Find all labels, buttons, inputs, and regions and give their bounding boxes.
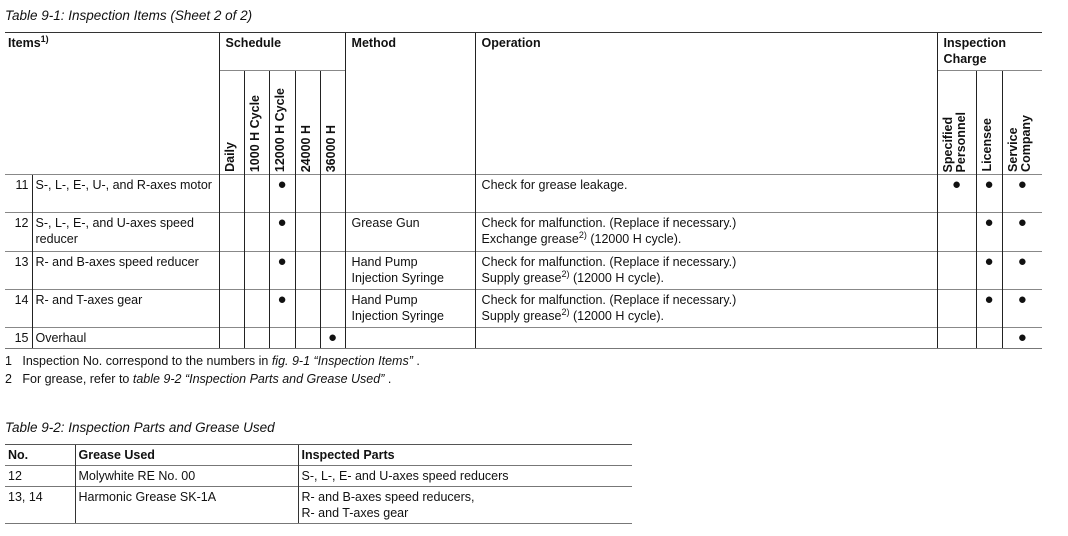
grease-table-cell: 12	[5, 465, 75, 487]
schedule-mark	[294, 289, 321, 328]
item-name: S-, L-, E-, U-, and R-axes motor	[31, 174, 220, 213]
operation: Check for malfunction. (Replace if neces…	[474, 251, 938, 290]
charge-mark	[936, 289, 977, 328]
schedule-mark	[319, 174, 346, 213]
operation: Check for malfunction. (Replace if neces…	[474, 212, 938, 252]
item-name: Overhaul	[31, 327, 220, 349]
charge-mark: ●	[1001, 327, 1043, 349]
grease-table-header: Inspected Parts	[297, 444, 632, 466]
header-charge-col: Service Company	[1001, 70, 1043, 175]
grease-table-header: No.	[5, 444, 75, 466]
grease-table-cell: 13, 14	[5, 486, 75, 524]
schedule-mark	[218, 289, 245, 328]
charge-mark: ●	[975, 289, 1003, 328]
charge-mark: ●	[975, 212, 1003, 252]
schedule-mark	[319, 251, 346, 290]
charge-mark	[936, 212, 977, 252]
header-inspection-charge: Inspection Charge	[936, 32, 1043, 71]
charge-mark: ●	[1001, 212, 1043, 252]
charge-mark	[975, 327, 1003, 349]
schedule-mark	[243, 212, 270, 252]
grease-table: No. Grease Used Inspected Parts 12 Molywhite…	[5, 444, 632, 524]
grease-table-cell: Molywhite RE No. 00	[74, 465, 298, 487]
item-name: S-, L-, E-, and U-axes speed reducer	[31, 212, 220, 252]
operation: Check for grease leakage.	[474, 174, 938, 213]
footnote: 2 For grease, refer to table 9-2 “Inspec…	[5, 372, 392, 386]
header-charge-col: Licensee	[975, 70, 1003, 175]
schedule-mark	[294, 327, 321, 349]
schedule-mark: ●	[268, 251, 296, 290]
footnote-reference[interactable]: fig. 9-1 “Inspection Items”	[271, 354, 413, 368]
method	[344, 174, 476, 213]
grease-table-cell: S-, L-, E- and U-axes speed reducers	[297, 465, 632, 487]
inspection-items-table: Items1) Schedule Method Operation Inspec…	[5, 32, 1043, 349]
table-row: 13, 14 Harmonic Grease SK-1A R- and B-axes…	[5, 486, 632, 524]
table-row: 14 R- and T-axes gear ● Hand Pump Injectio…	[5, 289, 1043, 328]
method: Hand Pump Injection Syringe	[344, 289, 476, 328]
schedule-mark	[243, 251, 270, 290]
header-charge-col: Specified Personnel	[936, 70, 977, 175]
schedule-mark: ●	[268, 174, 296, 213]
footnote-reference[interactable]: table 9-2 “Inspection Parts and Grease U…	[132, 372, 385, 386]
header-method: Method	[344, 32, 476, 175]
charge-mark: ●	[1001, 251, 1043, 290]
operation	[474, 327, 938, 349]
schedule-mark	[218, 212, 245, 252]
charge-mark	[936, 327, 977, 349]
schedule-mark	[218, 327, 245, 349]
charge-mark: ●	[1001, 289, 1043, 328]
header-items: Items1)	[5, 32, 220, 175]
item-number: 11	[5, 174, 32, 213]
schedule-mark	[294, 212, 321, 252]
header-schedule: Schedule	[218, 32, 346, 71]
header-schedule-col: Daily	[218, 70, 245, 175]
grease-table-cell: Harmonic Grease SK-1A	[74, 486, 298, 524]
schedule-mark	[243, 289, 270, 328]
footnote: 1 Inspection No. correspond to the numbe…	[5, 354, 420, 368]
charge-mark: ●	[975, 174, 1003, 213]
charge-mark: ●	[975, 251, 1003, 290]
schedule-mark	[294, 251, 321, 290]
header-schedule-col: 1000 H Cycle	[243, 70, 270, 175]
table-row: 12 S-, L-, E-, and U-axes speed reducer ●…	[5, 212, 1043, 252]
schedule-mark: ●	[268, 289, 296, 328]
schedule-mark	[218, 174, 245, 213]
table-row: 11 S-, L-, E-, U-, and R-axes motor ● Che…	[5, 174, 1043, 213]
item-name: R- and T-axes gear	[31, 289, 220, 328]
charge-mark: ●	[1001, 174, 1043, 213]
table-row: 13 R- and B-axes speed reducer ● Hand Pump…	[5, 251, 1043, 290]
table1-caption: Table 9-1: Inspection Items (Sheet 2 of …	[5, 8, 253, 23]
schedule-mark	[268, 327, 296, 349]
table-row: 15 Overhaul ● ●	[5, 327, 1043, 349]
table2-caption: Table 9-2: Inspection Parts and Grease U…	[5, 420, 275, 435]
item-number: 15	[5, 327, 32, 349]
item-number: 12	[5, 212, 32, 252]
grease-table-header: Grease Used	[74, 444, 298, 466]
operation: Check for malfunction. (Replace if neces…	[474, 289, 938, 328]
grease-table-cell: R- and B-axes speed reducers, R- and T-a…	[297, 486, 632, 524]
schedule-mark	[294, 174, 321, 213]
charge-mark: ●	[936, 174, 977, 213]
schedule-mark: ●	[268, 212, 296, 252]
header-operation: Operation	[474, 32, 938, 175]
header-schedule-col: 36000 H	[319, 70, 346, 175]
item-number: 13	[5, 251, 32, 290]
schedule-mark	[319, 212, 346, 252]
schedule-mark	[218, 251, 245, 290]
item-number: 14	[5, 289, 32, 328]
schedule-mark: ●	[319, 327, 346, 349]
item-name: R- and B-axes speed reducer	[31, 251, 220, 290]
header-schedule-col: 24000 H	[294, 70, 321, 175]
method: Grease Gun	[344, 212, 476, 252]
method	[344, 327, 476, 349]
charge-mark	[936, 251, 977, 290]
schedule-mark	[243, 174, 270, 213]
schedule-mark	[319, 289, 346, 328]
header-schedule-col: 12000 H Cycle	[268, 70, 296, 175]
schedule-mark	[243, 327, 270, 349]
method: Hand Pump Injection Syringe	[344, 251, 476, 290]
table-row: 12 Molywhite RE No. 00 S-, L-, E- and U-ax…	[5, 465, 632, 487]
